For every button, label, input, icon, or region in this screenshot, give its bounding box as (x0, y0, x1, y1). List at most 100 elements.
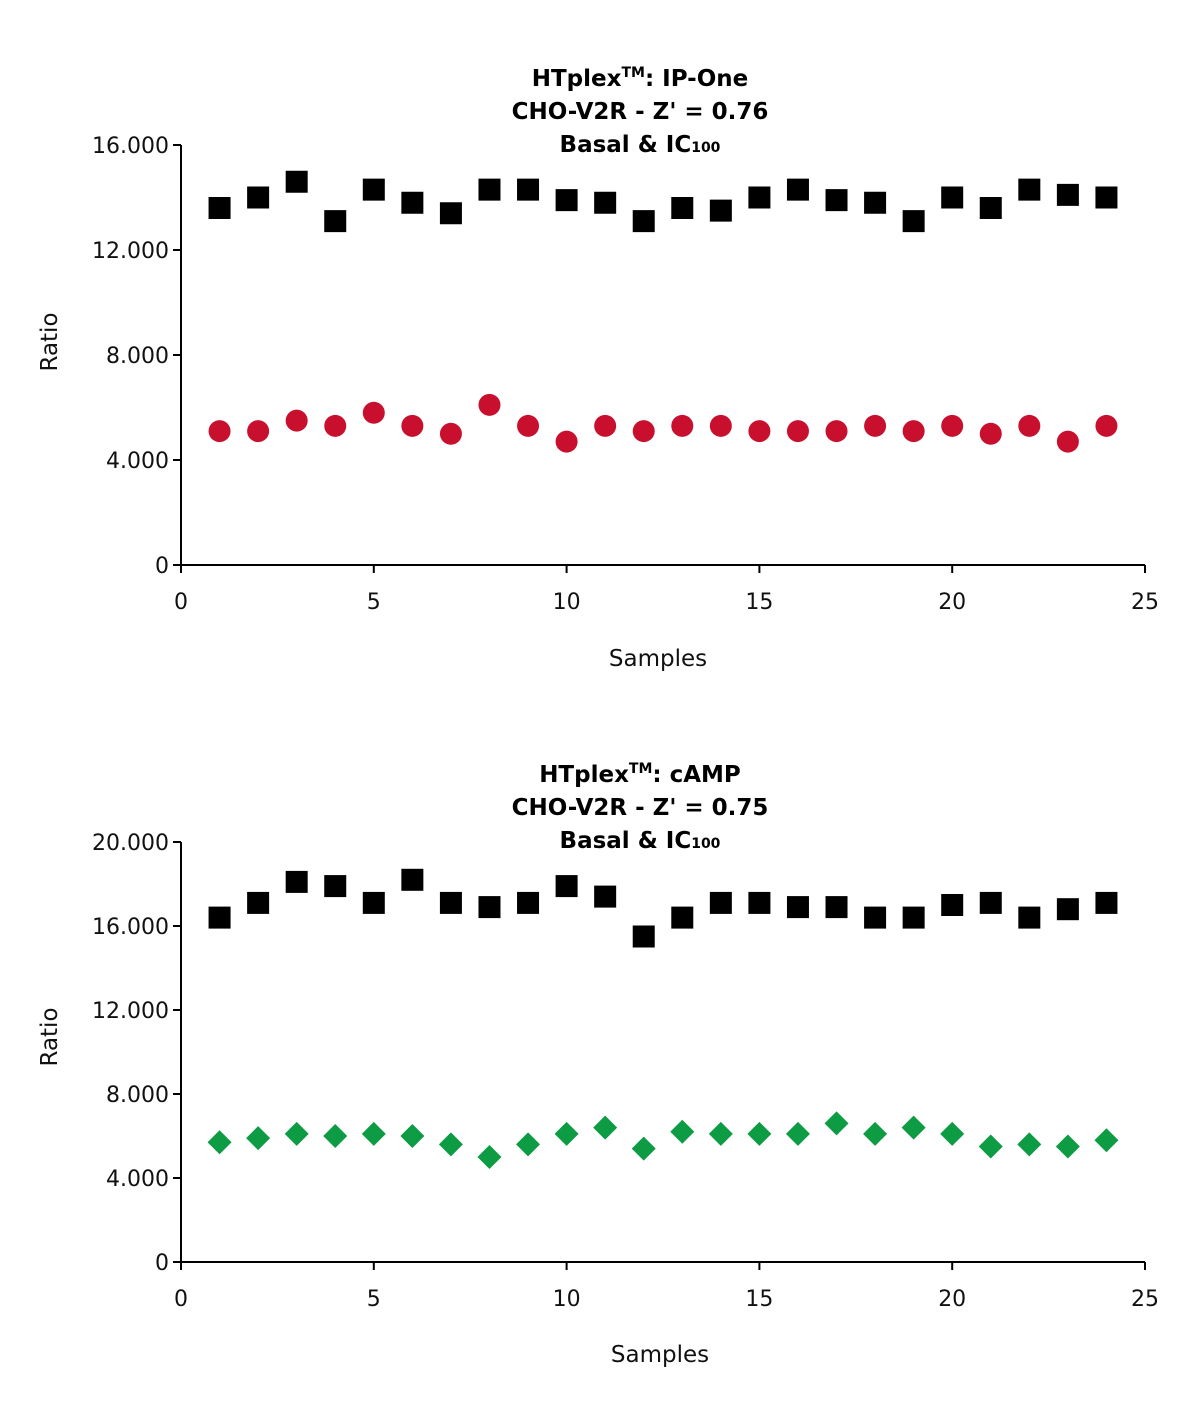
y-tick-label: 0 (155, 1251, 169, 1276)
data-point-square (517, 891, 540, 914)
data-point-diamond (323, 1124, 348, 1148)
data-point-square (902, 906, 925, 929)
chart-title-line1: HTplexTM: cAMP (539, 761, 741, 788)
data-point-square (517, 178, 540, 201)
x-tick-label: 20 (938, 1287, 966, 1312)
data-point-diamond (246, 1126, 271, 1151)
data-point-square (362, 178, 385, 201)
y-tick-label: 4.000 (106, 1167, 169, 1192)
data-point-diamond (785, 1121, 810, 1146)
data-point-circle (285, 409, 308, 432)
data-point-circle (671, 414, 694, 437)
data-point-circle (864, 414, 887, 437)
data-point-square (1056, 898, 1079, 921)
data-point-circle (786, 420, 809, 443)
data-point-square (941, 186, 964, 209)
data-point-square (555, 189, 578, 212)
data-point-circle (362, 401, 385, 424)
data-point-square (555, 875, 578, 898)
data-point-square (594, 191, 617, 214)
x-tick-label: 0 (174, 590, 188, 615)
data-point-diamond (1055, 1134, 1080, 1159)
data-point-diamond (747, 1121, 772, 1146)
data-point-circle (902, 420, 925, 443)
data-point-square (362, 891, 385, 914)
data-point-square (285, 170, 308, 193)
x-axis-label: Samples (609, 646, 707, 672)
x-tick-label: 10 (553, 590, 581, 615)
data-point-diamond (863, 1121, 888, 1146)
x-tick-label: 0 (174, 1287, 188, 1312)
chart-title-line2: CHO-V2R - Z' = 0.76 (512, 99, 769, 125)
data-point-circle (208, 420, 231, 443)
y-axis-label: Ratio (37, 312, 63, 371)
data-point-circle (555, 430, 578, 453)
data-point-square (709, 891, 732, 914)
data-point-diamond (438, 1132, 463, 1157)
x-tick-label: 15 (745, 590, 773, 615)
series-square (208, 868, 1118, 948)
data-point-square (979, 197, 1002, 219)
data-point-square (864, 191, 887, 214)
data-point-circle (1018, 414, 1041, 437)
data-point-square (825, 896, 848, 919)
chart-camp: HTplexTM: cAMP CHO-V2R - Z' = 0.75 Basal… (37, 761, 768, 1368)
data-point-square (671, 906, 694, 929)
data-point-square (1095, 186, 1118, 209)
x-tick-label: 10 (553, 1287, 581, 1312)
data-point-diamond (824, 1111, 849, 1136)
series-square (208, 170, 1118, 233)
y-tick-label: 12.000 (92, 239, 169, 264)
data-point-diamond (1017, 1132, 1042, 1157)
data-point-circle (594, 414, 617, 437)
data-point-diamond (477, 1145, 502, 1169)
y-tick-label: 16.000 (92, 134, 169, 159)
data-point-square (902, 210, 925, 233)
chart-title-line1: HTplexTM: IP-One (532, 65, 749, 92)
data-point-square (401, 868, 424, 891)
data-point-circle (1095, 414, 1118, 437)
y-tick-label: 8.000 (106, 344, 169, 369)
data-point-square (324, 210, 347, 233)
data-point-diamond (940, 1121, 965, 1146)
data-point-diamond (284, 1121, 309, 1146)
data-point-circle (247, 420, 270, 443)
data-point-square (478, 896, 501, 919)
data-point-square (401, 191, 424, 214)
y-tick-label: 16.000 (92, 915, 169, 940)
data-point-square (979, 891, 1002, 914)
data-point-square (709, 199, 732, 222)
data-point-square (864, 906, 887, 929)
series-circle (208, 393, 1118, 453)
data-point-circle (941, 414, 964, 437)
data-point-circle (748, 420, 771, 443)
data-point-circle (439, 422, 462, 445)
chart-title-line3: Basal & IC100 (560, 828, 721, 854)
data-point-square (1018, 178, 1041, 201)
data-point-diamond (400, 1124, 425, 1148)
data-point-square (786, 178, 809, 201)
data-point-circle (709, 414, 732, 437)
data-point-square (247, 186, 270, 209)
data-point-diamond (207, 1130, 232, 1155)
y-tick-label: 4.000 (106, 449, 169, 474)
data-point-diamond (978, 1134, 1003, 1159)
data-point-square (1018, 906, 1041, 929)
data-point-square (748, 891, 771, 914)
x-tick-label: 25 (1131, 590, 1159, 615)
data-point-square (632, 210, 655, 233)
series-diamond (207, 1111, 1119, 1169)
data-point-square (247, 891, 270, 914)
y-tick-label: 20.000 (92, 831, 169, 856)
x-tick-label: 25 (1131, 1287, 1159, 1312)
data-point-circle (1056, 430, 1079, 453)
data-point-circle (632, 420, 655, 443)
data-point-circle (979, 422, 1002, 445)
data-point-circle (517, 414, 540, 437)
data-point-diamond (593, 1115, 618, 1140)
chart-title-line2: CHO-V2R - Z' = 0.75 (512, 795, 769, 821)
plot-area-2: 0 4.000 8.000 12.000 16.000 20.000 0 5 10 15 20 25 (92, 831, 1159, 1312)
data-point-circle (401, 414, 424, 437)
data-point-square (632, 925, 655, 948)
